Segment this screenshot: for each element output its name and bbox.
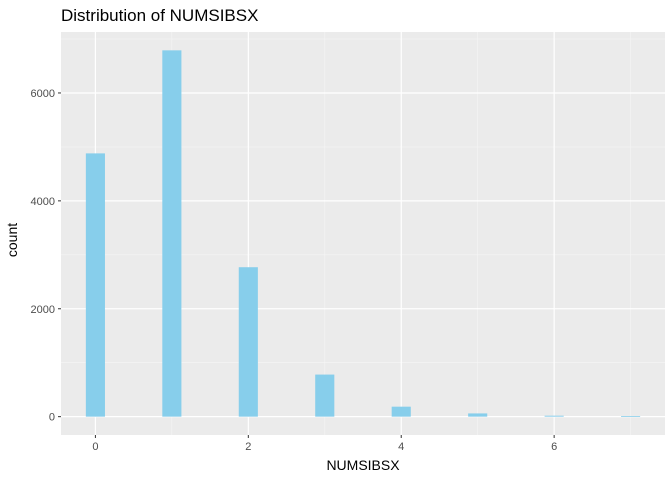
x-tick-label: 2 bbox=[245, 441, 251, 453]
chart-title: Distribution of NUMSIBSX bbox=[61, 6, 258, 25]
y-axis-ticks: 0 2000 4000 6000 bbox=[31, 88, 61, 424]
x-tick-label: 6 bbox=[551, 441, 557, 453]
x-tick-label: 4 bbox=[398, 441, 404, 453]
bar bbox=[621, 416, 641, 417]
bar bbox=[544, 415, 564, 417]
y-axis-title: count bbox=[4, 223, 20, 257]
plot-panel bbox=[61, 32, 665, 435]
bar bbox=[238, 267, 258, 417]
y-tick-label: 4000 bbox=[31, 196, 55, 208]
bar bbox=[85, 153, 105, 417]
y-tick-label: 2000 bbox=[31, 304, 55, 316]
bar bbox=[162, 50, 182, 417]
x-axis-title: NUMSIBSX bbox=[326, 457, 400, 473]
bar bbox=[315, 374, 335, 417]
x-tick-label: 0 bbox=[92, 441, 98, 453]
x-axis-ticks: 0 2 4 6 bbox=[92, 435, 557, 453]
bar bbox=[468, 413, 488, 417]
bar bbox=[391, 406, 411, 417]
y-tick-label: 6000 bbox=[31, 88, 55, 100]
y-tick-label: 0 bbox=[49, 412, 55, 424]
bars bbox=[85, 50, 641, 417]
